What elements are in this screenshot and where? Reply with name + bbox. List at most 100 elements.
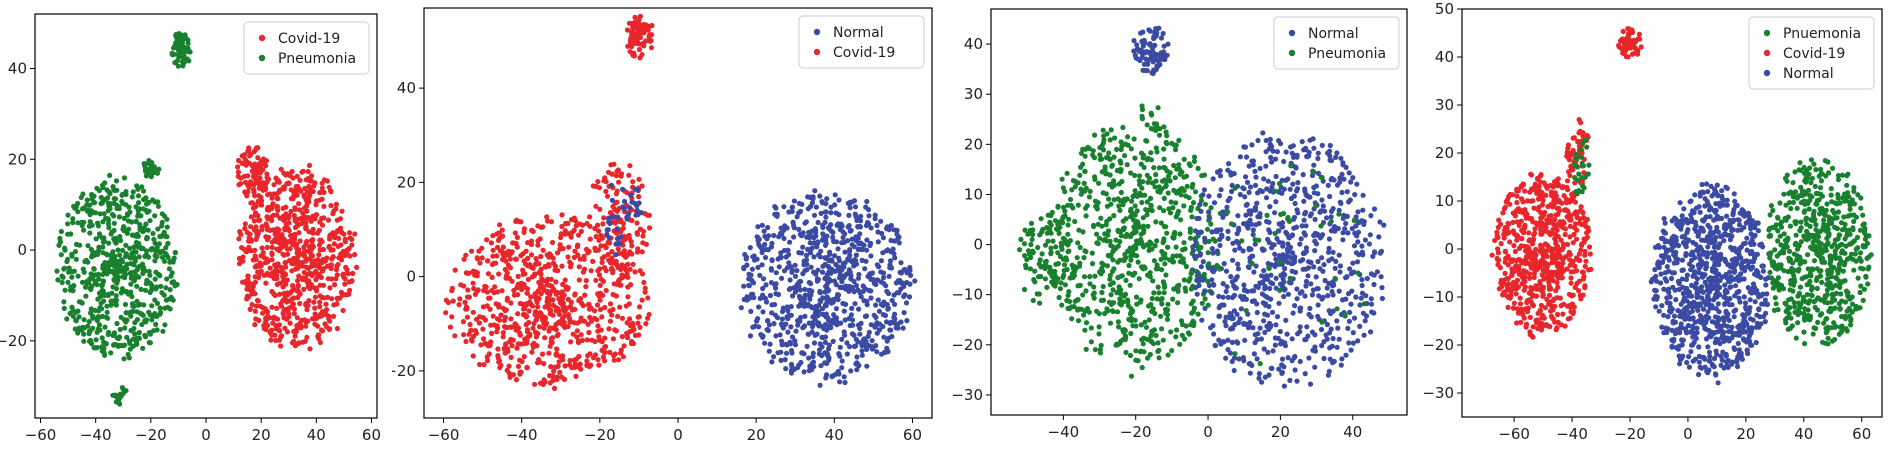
point-normal [1310,292,1315,297]
point-pneumonia [1059,280,1064,285]
point-normal [1255,356,1260,361]
point-pneumonia [1059,241,1064,246]
point-normal [1232,293,1237,298]
point-normal [1141,42,1146,47]
point-normal [1314,274,1319,279]
x-tick-label: −20 [135,426,167,444]
point-normal [862,266,867,271]
point-covid-19 [469,249,474,254]
point-pneumonia [1121,299,1126,304]
point-covid-19 [600,221,605,226]
legend-marker [814,29,820,35]
point-normal [1338,156,1343,161]
point-normal [800,271,805,276]
point-pneumonia [74,318,79,323]
point-normal [1298,324,1303,329]
point-normal [1144,49,1149,54]
point-pneumonia [186,58,191,63]
point-pneumonia [1142,193,1147,198]
point-pneumonia [1191,200,1196,205]
point-pneumonia [1173,175,1178,180]
point-pneumonia [1115,260,1120,265]
point-covid-19 [242,226,247,231]
point-covid-19 [281,185,286,190]
point-pneumonia [1108,243,1113,248]
point-normal [816,220,821,225]
point-normal [1251,162,1256,167]
point-covid-19 [328,247,333,252]
point-pneumonia [1179,318,1184,323]
point-covid-19 [579,332,584,337]
point-covid-19 [245,173,250,178]
point-normal [1343,353,1348,358]
point-normal [781,204,786,209]
point-pneumonia [1174,214,1179,219]
point-normal [1375,269,1380,274]
point-normal [1297,329,1302,334]
point-normal [858,247,863,252]
point-normal [1281,159,1286,164]
point-covid-19 [524,301,529,306]
point-covid-19 [490,254,495,259]
point-pneumonia [1056,261,1061,266]
point-normal [1293,201,1298,206]
point-covid-19 [534,317,539,322]
point-covid-19 [286,180,291,185]
point-normal [1258,326,1263,331]
point-pneumonia [1083,288,1088,293]
point-pneumonia [1154,266,1159,271]
point-pneumonia [134,284,139,289]
point-pneumonia [54,269,59,274]
point-covid-19 [331,254,336,259]
point-pneumonia [1141,224,1146,229]
point-pneumonia [1157,133,1162,138]
point-covid-19 [520,268,525,273]
point-covid-19 [320,197,325,202]
point-pneumonia [1145,180,1150,185]
point-pneumonia [1119,190,1124,195]
point-covid-19 [575,244,580,249]
point-pneumonia [61,266,66,271]
point-normal [769,280,774,285]
point-covid-19 [453,268,458,273]
point-normal [1291,226,1296,231]
point-pneumonia [1045,231,1050,236]
point-pneumonia [1149,339,1154,344]
point-pneumonia [1050,239,1055,244]
point-pneumonia [1165,317,1170,322]
point-normal [823,284,828,289]
point-normal [1278,329,1283,334]
point-covid-19 [586,330,591,335]
point-pneumonia [129,294,134,299]
point-pneumonia [94,186,99,191]
point-normal [766,328,771,333]
point-pneumonia [1101,133,1106,138]
point-normal [1151,34,1156,39]
point-normal [1329,214,1334,219]
point-normal [1304,324,1309,329]
point-covid-19 [537,324,542,329]
point-pneumonia [104,271,109,276]
point-pneumonia [1189,301,1194,306]
point-pneumonia [1066,222,1071,227]
point-normal [1293,270,1298,275]
point-normal [1328,143,1333,148]
point-normal [1161,31,1166,36]
point-pneumonia [108,350,113,355]
point-normal [1224,205,1229,210]
point-normal [847,247,852,252]
point-pneumonia [1081,255,1086,260]
point-covid-19 [595,223,600,228]
point-normal [1157,62,1162,67]
point-covid-19 [297,207,302,212]
point-covid-19 [294,193,299,198]
point-normal [844,340,849,345]
point-covid-19 [339,209,344,214]
point-pneumonia [1032,279,1037,284]
point-covid-19 [602,243,607,248]
point-covid-19 [552,386,557,391]
point-covid-19 [588,363,593,368]
point-normal [1258,166,1263,171]
point-pneumonia [101,279,106,284]
